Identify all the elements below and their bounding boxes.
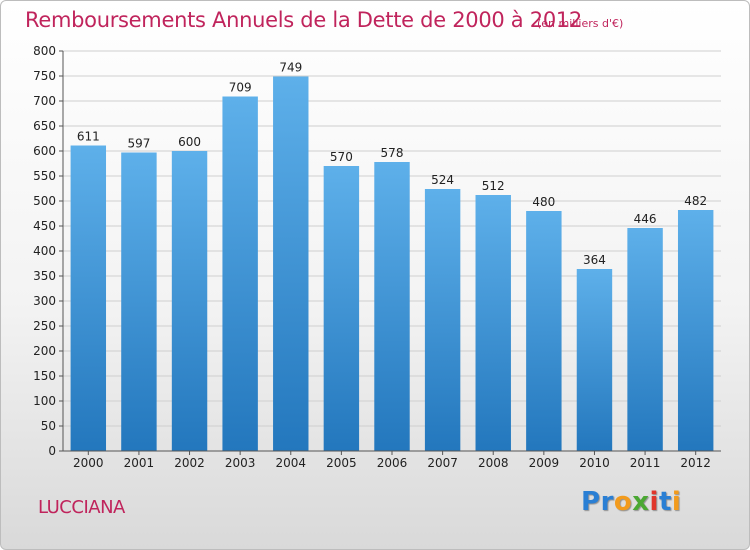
bar-2002 (171, 151, 208, 451)
y-tick-label: 450 (33, 219, 56, 233)
value-label: 364 (583, 253, 606, 267)
value-label: 512 (482, 179, 505, 193)
x-tick-label: 2011 (630, 456, 661, 470)
commune-name: LUCCIANA (38, 497, 125, 518)
logo-letter: o (613, 487, 633, 517)
bar-2005 (323, 166, 360, 451)
value-label: 480 (532, 195, 555, 209)
bar-2003 (222, 96, 258, 451)
value-label: 524 (431, 173, 454, 187)
y-tick-label: 300 (33, 294, 56, 308)
y-tick-label: 50 (41, 419, 56, 433)
y-tick-label: 600 (33, 144, 56, 158)
x-tick-label: 2007 (427, 456, 458, 470)
y-tick-label: 150 (33, 369, 56, 383)
bar-2004 (273, 76, 309, 451)
x-tick-label: 2002 (174, 456, 205, 470)
bar-2000 (70, 145, 107, 451)
y-tick-label: 200 (33, 344, 56, 358)
logo-letter: r (600, 487, 614, 517)
value-labels: 611 597 600 709 749 570 578 524 512 480 364 446 482 (77, 61, 707, 268)
value-label: 482 (684, 194, 707, 208)
bar-2011 (627, 228, 663, 451)
y-tick-label: 700 (33, 94, 56, 108)
bar-2010 (576, 269, 613, 451)
chart-subtitle: (en milliers d'€) (537, 17, 624, 30)
y-tick-label: 350 (33, 269, 56, 283)
logo-letter: i (671, 487, 682, 517)
logo-letter: t (658, 487, 672, 517)
logo-letter: x (632, 487, 650, 517)
chart-title: Remboursements Annuels de la Dette de 20… (25, 8, 582, 32)
y-tick-label: 750 (33, 69, 56, 83)
y-tick-label: 500 (33, 194, 56, 208)
x-tick-label: 2006 (377, 456, 408, 470)
y-tick-label: 400 (33, 244, 56, 258)
x-tick-label: 2010 (579, 456, 610, 470)
value-label: 600 (178, 135, 201, 149)
bar-2001 (121, 152, 157, 451)
bars (70, 76, 714, 451)
bar-2012 (677, 210, 714, 451)
y-tick-label: 100 (33, 394, 56, 408)
y-tick-label: 550 (33, 169, 56, 183)
x-tick-label: 2000 (73, 456, 104, 470)
value-label: 749 (279, 61, 302, 75)
proxiti-logo[interactable]: Proxiti (581, 487, 681, 517)
value-label: 709 (229, 81, 252, 95)
y-tick-label: 800 (33, 44, 56, 58)
x-tick-label: 2004 (275, 456, 306, 470)
value-label: 446 (634, 212, 657, 226)
x-tick-label: 2005 (326, 456, 357, 470)
x-tick-label: 2003 (225, 456, 256, 470)
value-label: 570 (330, 150, 353, 164)
bar-2009 (526, 211, 562, 451)
bar-2008 (475, 195, 511, 451)
logo-letter: i (649, 487, 659, 517)
x-tick-label: 2009 (529, 456, 560, 470)
value-label: 597 (127, 137, 150, 151)
x-tick-label: 2008 (478, 456, 509, 470)
axes: 0 50 100 150 200 250 300 350 400 450 500 550 600 650 7… (33, 44, 721, 470)
logo-letter: P (581, 487, 601, 517)
x-tick-label: 2001 (124, 456, 155, 470)
bar-2007 (424, 189, 461, 451)
y-tick-label: 650 (33, 119, 56, 133)
x-tick-label: 2012 (680, 456, 711, 470)
value-label: 611 (77, 130, 100, 144)
bar-2006 (374, 162, 410, 451)
y-tick-label: 0 (48, 444, 56, 458)
y-tick-label: 250 (33, 319, 56, 333)
value-label: 578 (381, 146, 404, 160)
